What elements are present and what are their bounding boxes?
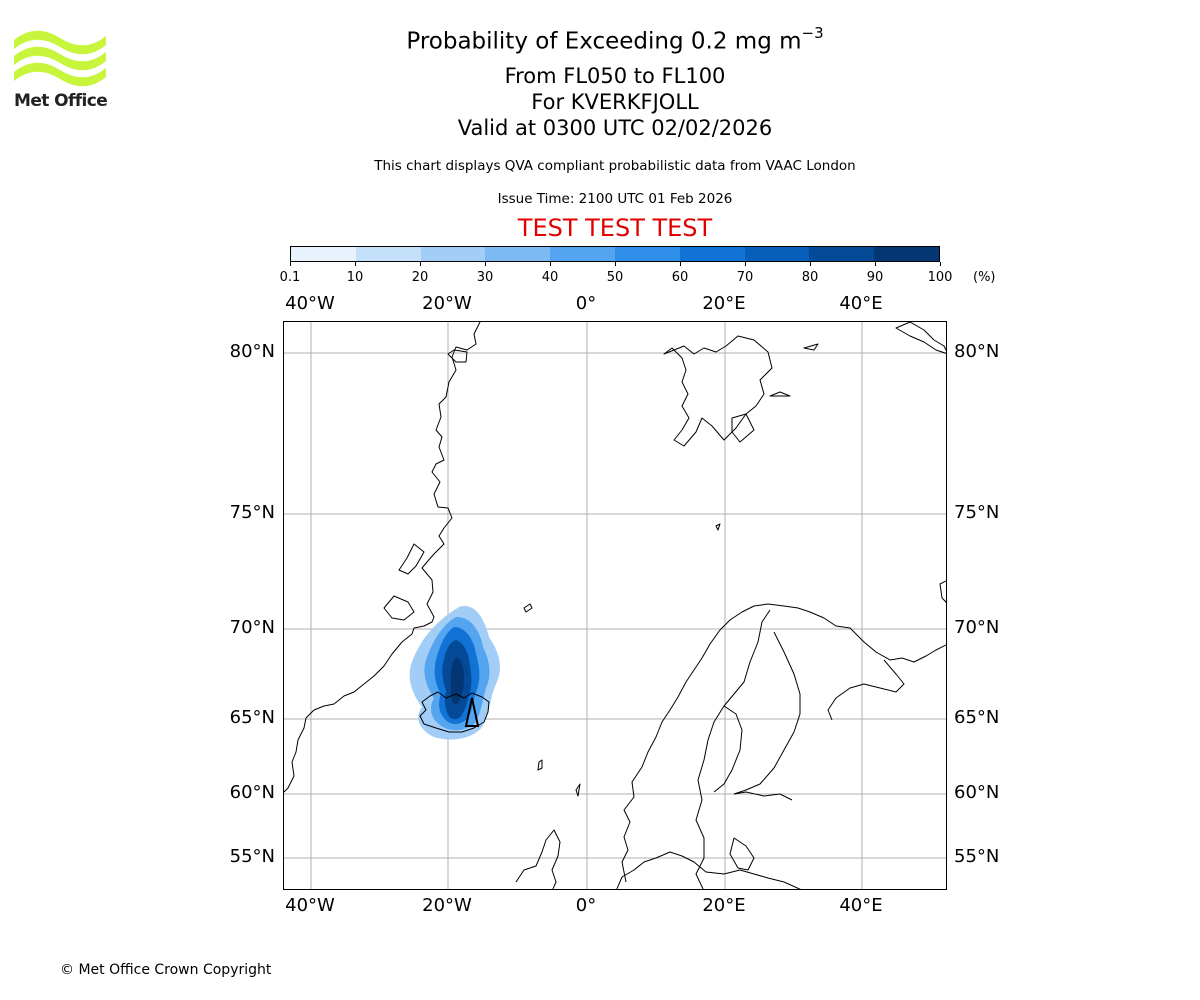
- colorbar-tick-label: 80: [801, 270, 819, 285]
- lat-label-right-55n: 55°N: [954, 846, 1000, 867]
- colorbar-segment: [355, 247, 421, 261]
- chart-title-exponent: −3: [801, 24, 824, 42]
- colorbar-tick: [290, 262, 291, 266]
- colorbar-tick: [420, 262, 421, 266]
- colorbar-segment: [420, 247, 486, 261]
- lat-label-right-75n: 75°N: [954, 502, 1000, 523]
- lat-label-right-60n: 60°N: [954, 782, 1000, 803]
- baltic-coast: [616, 851, 801, 889]
- jan-mayen: [523, 603, 533, 613]
- colorbar-segment: [744, 247, 810, 261]
- graticule: [284, 322, 946, 889]
- plume-band-90: [450, 657, 464, 705]
- colorbar-tick-label: 60: [671, 270, 689, 285]
- chart-title: Probability of Exceeding 0.2 mg m−3: [0, 24, 1200, 55]
- map-canvas: [284, 322, 946, 889]
- issue-time: Issue Time: 2100 UTC 01 Feb 2026: [497, 191, 733, 207]
- colorbar-segment: [550, 247, 615, 261]
- franz-josef-land: [895, 322, 946, 354]
- logo-text: Met Office: [14, 91, 108, 111]
- colorbar-segment: [809, 247, 875, 261]
- colorbar-tick-label: 100: [927, 270, 953, 285]
- lon-label-bottom-20w: 20°W: [422, 895, 472, 916]
- colorbar-tick: [810, 262, 811, 266]
- colorbar-tick: [745, 262, 746, 266]
- lat-label-right-70n: 70°N: [954, 617, 1000, 638]
- svalbard: [663, 335, 773, 447]
- valid-time: Valid at 0300 UTC 02/02/2026: [457, 116, 773, 140]
- lat-label-right-65n: 65°N: [954, 707, 1000, 728]
- colorbar-tick-label: 50: [606, 270, 624, 285]
- baltic-island: [729, 837, 755, 871]
- gulf-of-finland: [733, 791, 793, 801]
- colorbar-tick: [875, 262, 876, 266]
- lon-label-bottom-40e: 40°E: [839, 895, 883, 916]
- scoresby-sund: [398, 543, 425, 575]
- colorbar-tick: [680, 262, 681, 266]
- colorbar-tick-label: 0.1: [279, 270, 301, 285]
- chart-title-text: Probability of Exceeding 0.2 mg m: [406, 28, 802, 55]
- lat-label-left-60n: 60°N: [229, 782, 275, 803]
- lon-label-top-40w: 40°W: [285, 293, 335, 314]
- colorbar-tick-label: 90: [866, 270, 884, 285]
- coastlines: [284, 322, 946, 889]
- colorbar-tick: [615, 262, 616, 266]
- volcano-name: For KVERKFJOLL: [531, 90, 699, 114]
- lat-label-left-70n: 70°N: [229, 617, 275, 638]
- probability-colorbar: [290, 246, 940, 262]
- lat-label-right-80n: 80°N: [954, 341, 1000, 362]
- bear-island: [715, 523, 721, 531]
- colorbar-segment: [485, 247, 551, 261]
- greenland-fjord: [383, 595, 415, 621]
- colorbar-segment: [679, 247, 745, 261]
- novaya-zemlya: [939, 580, 946, 603]
- colorbar-tick-label: 10: [346, 270, 364, 285]
- colorbar-tick-label: 70: [736, 270, 754, 285]
- greenland-coast: [284, 322, 481, 793]
- iceland-coast: [419, 691, 490, 733]
- lon-label-bottom-0: 0°: [575, 895, 597, 916]
- shetland: [575, 783, 581, 797]
- kola-white-sea: [827, 659, 905, 721]
- volcano-marker-icon: [464, 697, 480, 727]
- lon-label-top-20e: 20°E: [702, 293, 746, 314]
- colorbar-tick: [355, 262, 356, 266]
- colorbar-segment: [291, 247, 356, 261]
- scotland-coast: [515, 829, 561, 889]
- level-range: From FL050 to FL100: [504, 64, 726, 88]
- lat-label-left-55n: 55°N: [229, 846, 275, 867]
- disclaimer: This chart displays QVA compliant probab…: [374, 158, 856, 174]
- colorbar-tick-label: 30: [476, 270, 494, 285]
- met-office-logo: Met Office: [14, 30, 114, 112]
- map-panel[interactable]: [283, 321, 947, 890]
- colorbar-tick: [940, 262, 941, 266]
- edgeoya: [731, 413, 755, 443]
- faroe-islands: [537, 759, 543, 771]
- test-banner: TEST TEST TEST: [517, 214, 713, 242]
- gulf-of-bothnia: [713, 705, 743, 793]
- kvitoya: [803, 343, 819, 351]
- colorbar-tick-label: 20: [411, 270, 429, 285]
- lon-label-bottom-40w: 40°W: [285, 895, 335, 916]
- lat-label-left-75n: 75°N: [229, 502, 275, 523]
- copyright: © Met Office Crown Copyright: [60, 962, 272, 978]
- wave-logo-icon: [14, 30, 106, 87]
- norway-coast: [621, 603, 946, 883]
- lon-label-top-40e: 40°E: [839, 293, 883, 314]
- lon-label-top-20w: 20°W: [422, 293, 472, 314]
- lon-label-top-0: 0°: [575, 293, 597, 314]
- colorbar-tick: [485, 262, 486, 266]
- lon-label-bottom-20e: 20°E: [702, 895, 746, 916]
- colorbar-segment: [614, 247, 680, 261]
- colorbar-tick: [550, 262, 551, 266]
- colorbar-tick-label: 40: [541, 270, 559, 285]
- sweden-border: [695, 609, 771, 889]
- colorbar-unit: (%): [973, 270, 996, 285]
- finland-border: [733, 631, 801, 795]
- lat-label-left-65n: 65°N: [229, 707, 275, 728]
- colorbar-segment: [874, 247, 939, 261]
- greenland-island: [447, 349, 468, 363]
- lat-label-left-80n: 80°N: [229, 341, 275, 362]
- kong-karls-land: [769, 391, 791, 397]
